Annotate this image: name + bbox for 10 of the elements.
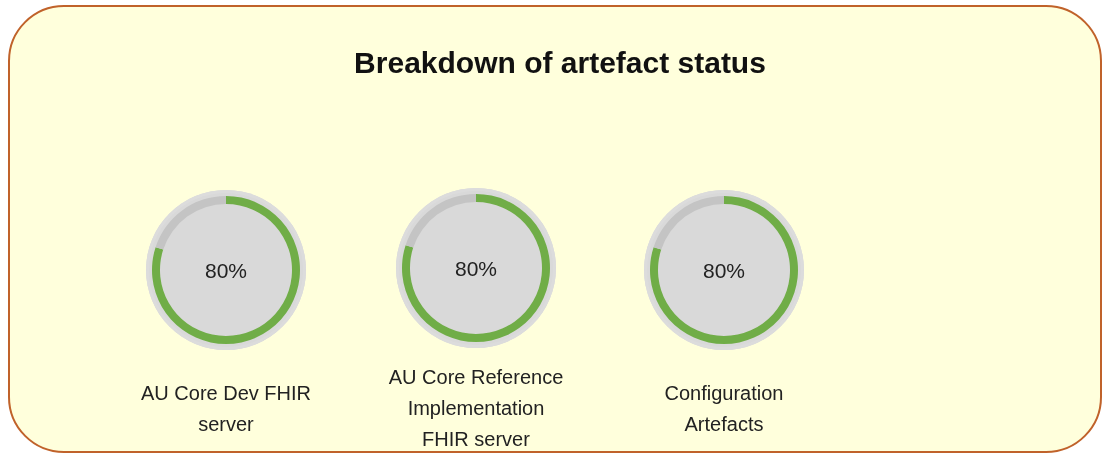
donut-slice: [653, 196, 724, 250]
text: Configuration Artefacts: [664, 381, 784, 435]
donut-slice: [405, 194, 476, 248]
data-label: 80%: [702, 258, 746, 282]
text: AU Core Dev FHIR server: [140, 381, 312, 435]
data-label: 80%: [204, 258, 248, 282]
text: AU Core Reference Implementation FHIR server: [388, 366, 564, 450]
donut-slice: [155, 196, 226, 250]
data-label: 80%: [454, 256, 498, 280]
text: Breakdown of artefact status: [354, 45, 766, 79]
